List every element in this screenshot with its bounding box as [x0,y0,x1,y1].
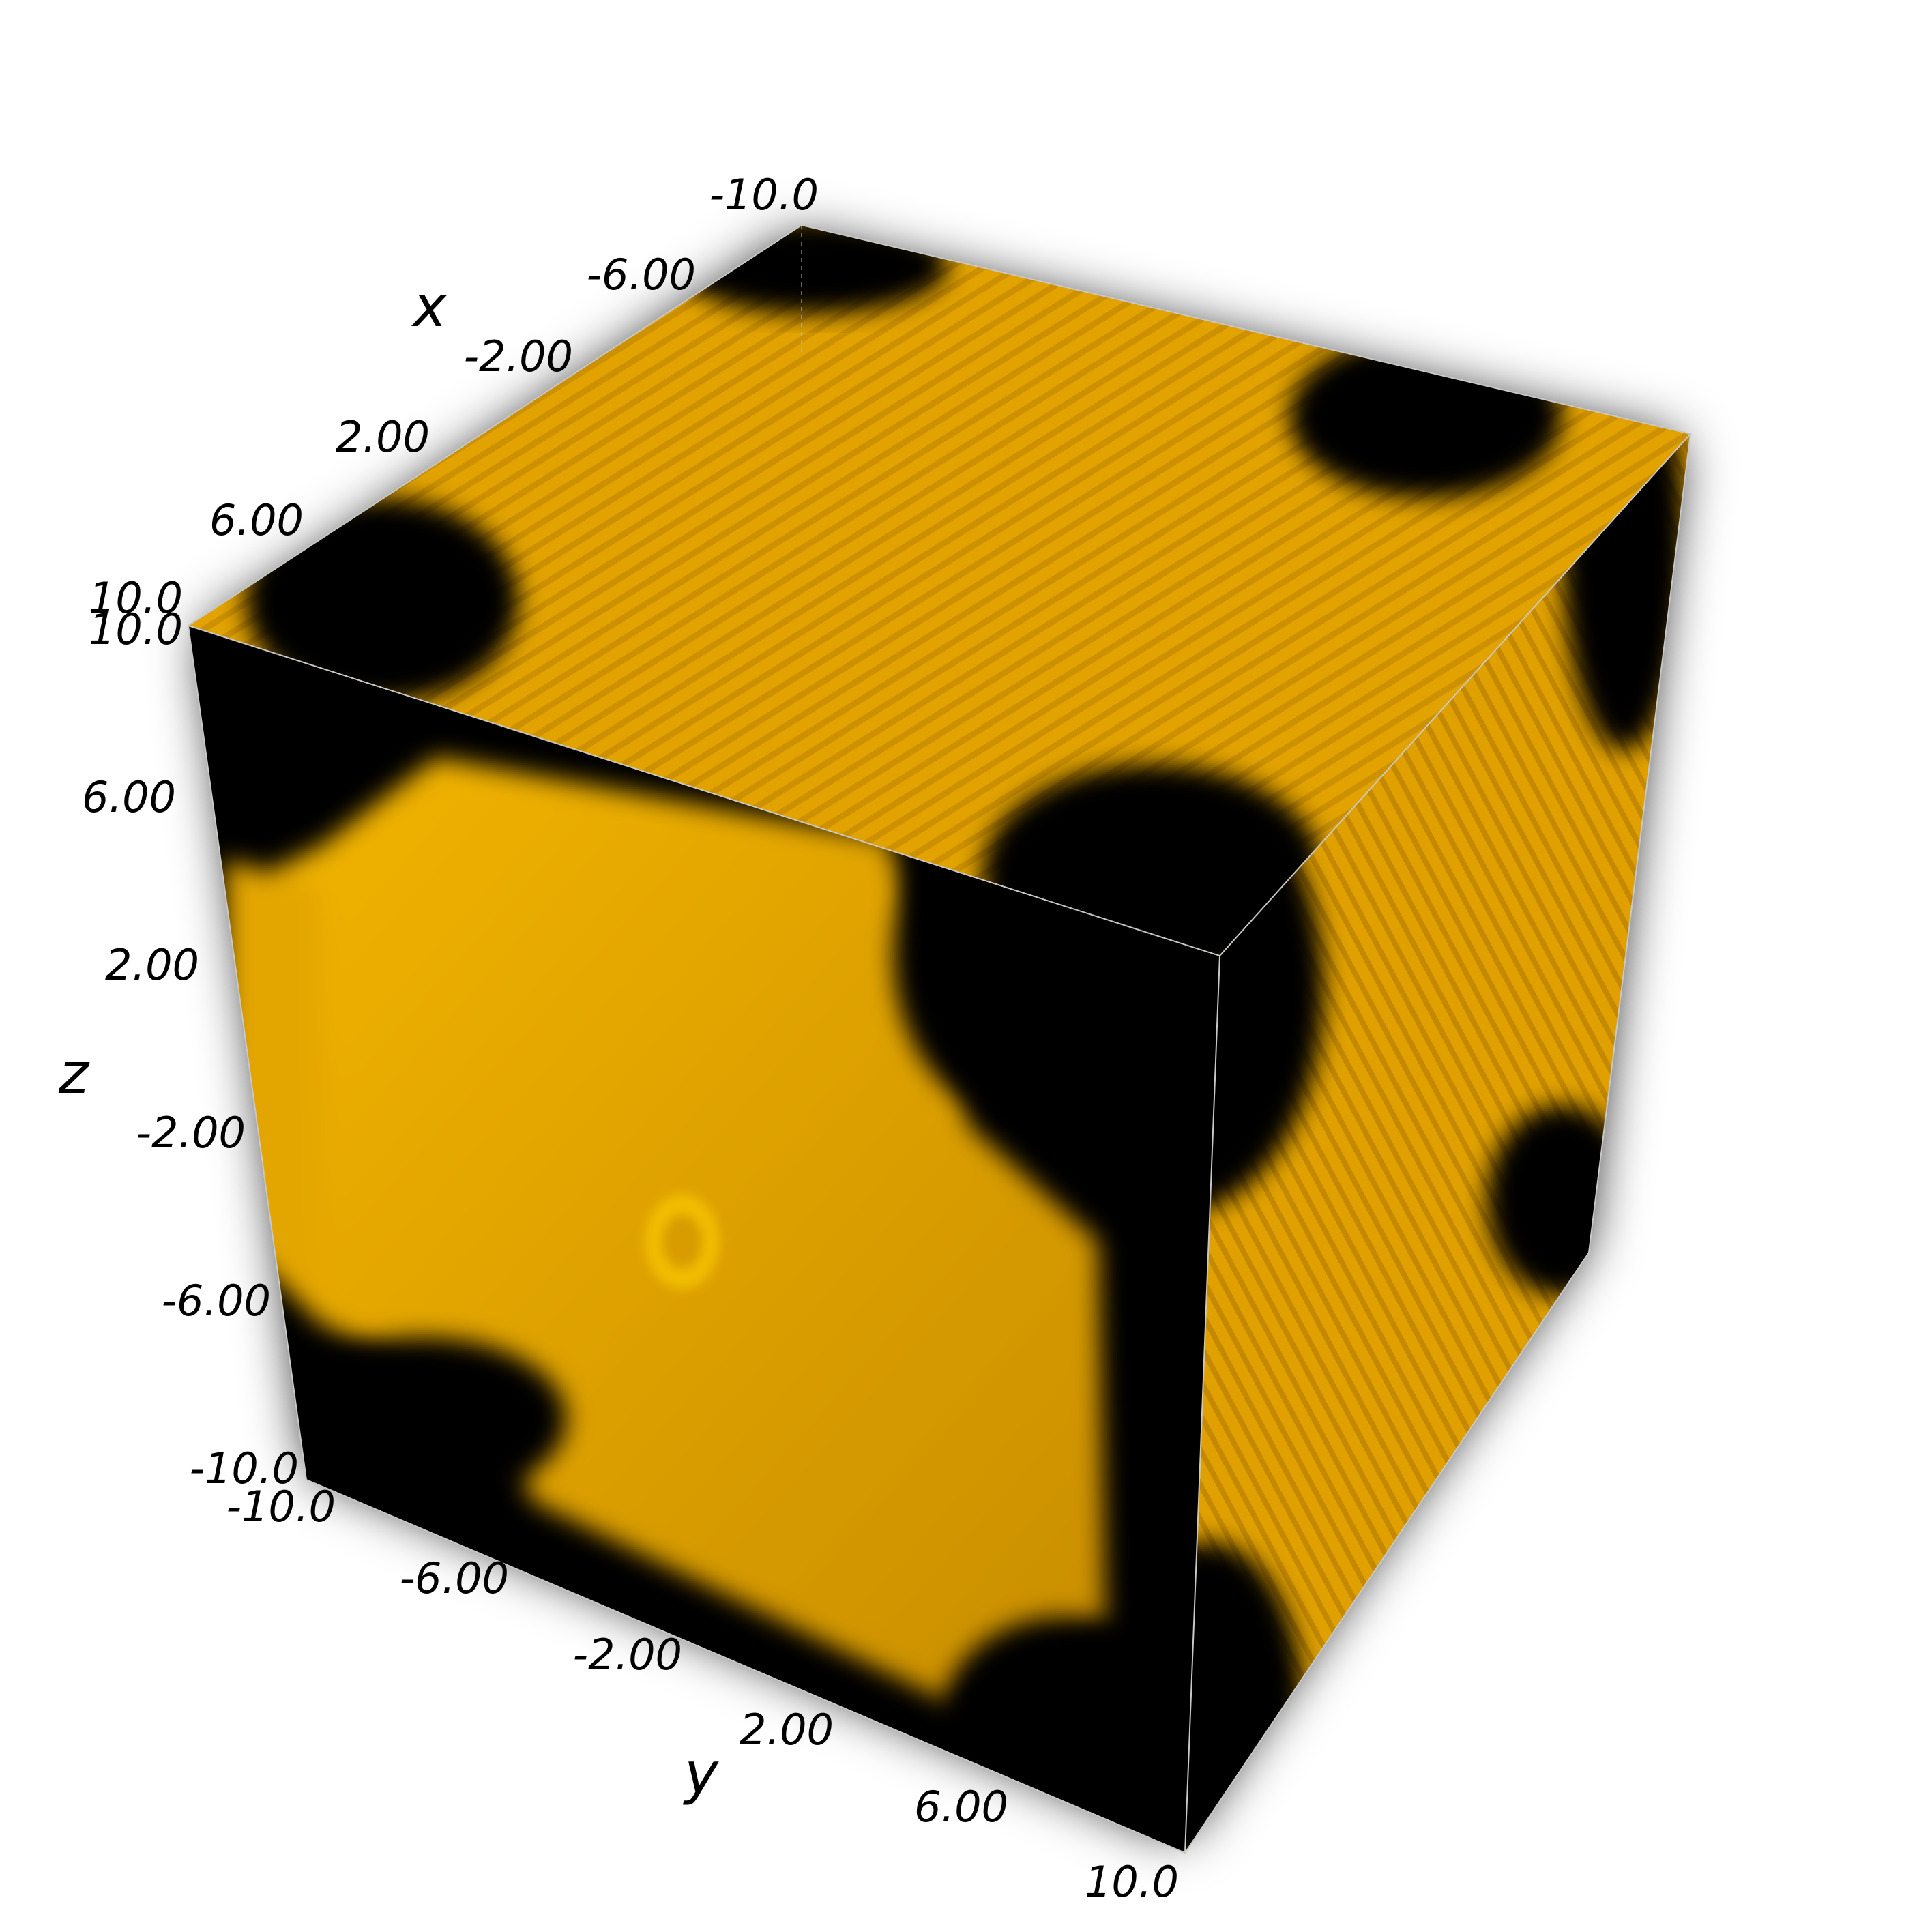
x-tick-label: 2.00 [336,412,430,462]
z-tick-label: 2.00 [105,940,199,990]
z-tick-label: -2.00 [136,1108,246,1158]
y-axis-ticks: -10.0 -6.00 -2.00 2.00 6.00 10.0 y [226,1482,1179,1907]
x-tick-label: -6.00 [587,250,696,299]
y-tick-label: -2.00 [573,1630,682,1680]
x-tick-label: -2.00 [464,332,573,381]
x-tick-label: -10.0 [709,170,819,220]
y-tick-label: -10.0 [226,1482,336,1532]
y-tick-label: 10.0 [1085,1857,1179,1907]
x-tick-label: 10.0 [89,573,183,623]
x-axis-ticks: -10.0 -6.00 -2.00 2.00 6.00 10.0 x [89,170,819,623]
z-axis-label: z [58,1040,90,1107]
volume-body [188,225,1690,1853]
z-tick-label: -6.00 [162,1276,271,1326]
z-tick-label: 10.0 [89,604,183,654]
z-axis-ticks: 10.0 6.00 2.00 -2.00 -6.00 -10.0 z [58,604,299,1493]
y-tick-label: -6.00 [400,1553,509,1603]
z-tick-label: -10.0 [190,1444,299,1493]
x-axis-label: x [411,273,448,340]
y-axis-label: y [682,1740,719,1806]
y-tick-label: 2.00 [740,1705,834,1755]
z-tick-label: 6.00 [82,772,176,822]
cube-frame [188,224,1692,1854]
y-tick-label: 6.00 [914,1782,1008,1832]
x-tick-label: 6.00 [209,495,304,545]
